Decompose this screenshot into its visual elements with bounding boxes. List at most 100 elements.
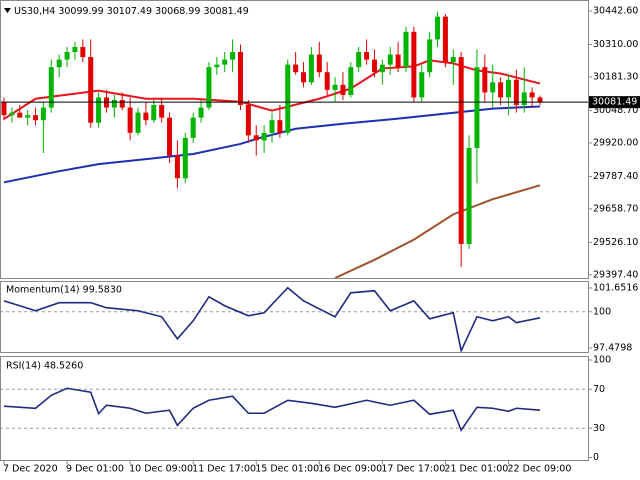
- candle-body: [253, 135, 259, 141]
- y-tick-label: 30: [593, 423, 605, 434]
- candle-body: [151, 105, 157, 121]
- momentum-plot: [1, 286, 588, 352]
- x-tick-label: 9 Dec 01:00: [66, 464, 124, 475]
- candle-body: [40, 107, 46, 121]
- main-panel: [0, 0, 589, 279]
- price-box: [589, 96, 640, 109]
- rsi-plot: [1, 387, 588, 432]
- candle-body: [324, 72, 330, 90]
- candle-body: [80, 46, 86, 58]
- candle-body: [411, 31, 417, 98]
- candle-body: [269, 120, 275, 133]
- candle-body: [135, 112, 141, 133]
- high: 30107.49: [107, 6, 152, 17]
- x-tick-label: 17 Dec 17:00: [381, 464, 445, 475]
- symbol-arrow: [4, 8, 11, 13]
- candle-body: [395, 54, 401, 68]
- candle-body: [301, 72, 307, 83]
- x-tick-label: 16 Dec 09:00: [318, 464, 382, 475]
- candle-body: [167, 117, 173, 156]
- candle-body: [348, 67, 354, 95]
- y-tick-label: 30181.30: [593, 71, 638, 82]
- candle-body: [96, 97, 102, 123]
- y-tick-label: 29397.40: [593, 269, 638, 280]
- candle-body: [56, 59, 62, 68]
- candle-body: [521, 92, 527, 106]
- candle-body: [214, 64, 220, 68]
- y-tick-label: 0: [593, 452, 599, 463]
- candle-body: [308, 54, 314, 83]
- candle-body: [119, 99, 125, 108]
- main-plot: [1, 11, 588, 278]
- x-tick-label: 22 Dec 09:00: [507, 464, 571, 475]
- candle-body: [450, 57, 456, 63]
- candle-body: [206, 67, 212, 108]
- candle-body: [364, 52, 370, 60]
- candle-body: [490, 82, 496, 93]
- price-label: 30081.49: [592, 97, 637, 108]
- candle-body: [182, 137, 188, 179]
- x-tick-label: 15 Dec 01:00: [255, 464, 319, 475]
- candle-body: [529, 92, 535, 98]
- candle-body: [340, 84, 346, 95]
- candle-body: [442, 16, 448, 63]
- candle-body: [17, 112, 23, 118]
- y-tick-label: 29787.40: [593, 171, 638, 182]
- candle-body: [245, 105, 251, 136]
- x-tick-label: 7 Dec 2020: [3, 464, 58, 475]
- momentum-title: Momentum(14) 99.5830: [6, 285, 122, 296]
- line: [3, 387, 541, 432]
- candle-body: [285, 64, 291, 133]
- candle-body: [474, 67, 480, 148]
- line: [3, 286, 541, 352]
- candle-body: [356, 52, 362, 68]
- candle-body: [25, 115, 31, 118]
- candle-body: [143, 112, 149, 121]
- candle-body: [88, 57, 94, 123]
- candle-body: [190, 117, 196, 138]
- candle-body: [498, 82, 504, 98]
- rsi-title: RSI(14) 48.5260: [6, 361, 83, 372]
- candle-body: [277, 120, 283, 133]
- candle-body: [222, 59, 228, 65]
- axes: 30442.60 30310.00 30181.30 30048.70 29920.00…: [3, 5, 640, 475]
- candle-body: [458, 57, 464, 244]
- candle-body: [33, 115, 39, 121]
- candle-body: [198, 107, 204, 118]
- candle-body: [48, 67, 54, 108]
- candle-body: [371, 59, 377, 73]
- momentum-panel: [0, 281, 589, 353]
- y-tick-label: 100: [593, 306, 611, 317]
- x-tick-label: 10 Dec 09:00: [129, 464, 193, 475]
- y-tick-label: 30048.70: [593, 105, 638, 116]
- open: 30099.99: [58, 6, 103, 17]
- close: 30081.49: [203, 6, 248, 17]
- x-tick-label: 11 Dec 17:00: [192, 464, 256, 475]
- candle-body: [332, 84, 338, 90]
- candle-body: [537, 97, 543, 103]
- candle-body: [466, 147, 472, 244]
- y-tick-label: 29920.00: [593, 137, 638, 148]
- line: [334, 184, 541, 278]
- y-tick-label: 30442.60: [593, 5, 638, 16]
- y-tick-label: 97.4798: [593, 342, 632, 353]
- candle-body: [174, 155, 180, 179]
- candle-body: [379, 64, 385, 73]
- candle-body: [427, 39, 433, 73]
- candle-body: [1, 102, 7, 116]
- y-tick-label: 30310.00: [593, 39, 638, 50]
- header: US30,H4 30099.99 30107.49 30068.99 30081…: [14, 6, 249, 17]
- y-tick-label: 29526.10: [593, 237, 638, 248]
- candle-body: [237, 52, 243, 106]
- candle-body: [293, 64, 299, 73]
- candle-body: [9, 112, 15, 116]
- candle-body: [435, 16, 441, 40]
- y-tick-label: 101.6516: [593, 283, 638, 294]
- candle-body: [403, 31, 409, 68]
- y-tick-label: 70: [593, 384, 605, 395]
- x-tick-label: 21 Dec 01:00: [444, 464, 508, 475]
- candle-body: [127, 107, 133, 133]
- candle-body: [72, 46, 78, 53]
- candle-body: [159, 105, 165, 118]
